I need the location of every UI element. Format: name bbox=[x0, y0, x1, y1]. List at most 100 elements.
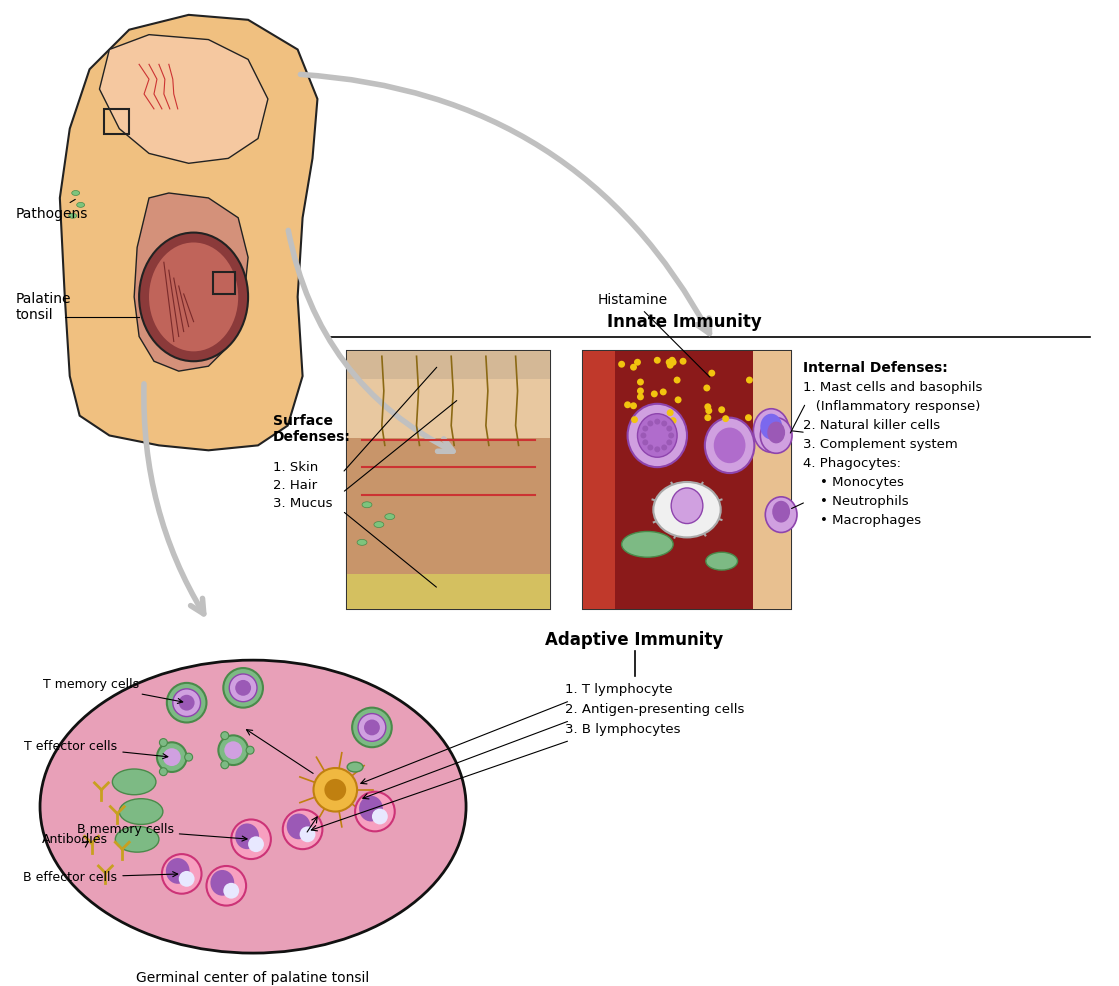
Ellipse shape bbox=[760, 418, 792, 454]
Circle shape bbox=[705, 407, 713, 414]
Circle shape bbox=[185, 753, 192, 761]
Ellipse shape bbox=[218, 736, 248, 765]
Ellipse shape bbox=[112, 769, 156, 795]
Ellipse shape bbox=[172, 689, 200, 717]
Text: Adaptive Immunity: Adaptive Immunity bbox=[545, 631, 724, 650]
Circle shape bbox=[704, 403, 712, 410]
Ellipse shape bbox=[115, 826, 159, 852]
Bar bbox=[347, 439, 551, 608]
Ellipse shape bbox=[622, 531, 674, 557]
Ellipse shape bbox=[765, 497, 797, 532]
Ellipse shape bbox=[163, 748, 180, 766]
Circle shape bbox=[630, 402, 637, 409]
Circle shape bbox=[651, 390, 658, 397]
Circle shape bbox=[708, 370, 715, 377]
Circle shape bbox=[679, 358, 687, 365]
Ellipse shape bbox=[772, 501, 790, 523]
Circle shape bbox=[630, 364, 637, 371]
Circle shape bbox=[648, 445, 653, 451]
Circle shape bbox=[634, 359, 641, 366]
Circle shape bbox=[642, 440, 648, 446]
Text: 1. Mast cells and basophils
   (Inflammatory response)
2. Natural killer cells
3: 1. Mast cells and basophils (Inflammator… bbox=[803, 381, 982, 528]
Circle shape bbox=[704, 414, 712, 421]
Ellipse shape bbox=[705, 418, 754, 473]
Circle shape bbox=[637, 393, 643, 400]
Bar bbox=[753, 351, 791, 608]
Text: 1. Skin
2. Hair
3. Mucus: 1. Skin 2. Hair 3. Mucus bbox=[273, 461, 332, 510]
Text: T memory cells: T memory cells bbox=[43, 677, 182, 703]
Ellipse shape bbox=[139, 233, 248, 361]
Ellipse shape bbox=[760, 414, 782, 440]
Circle shape bbox=[653, 357, 660, 364]
Ellipse shape bbox=[167, 683, 207, 723]
Ellipse shape bbox=[40, 661, 467, 953]
Ellipse shape bbox=[224, 741, 242, 759]
Circle shape bbox=[666, 426, 673, 432]
Bar bbox=[583, 351, 791, 608]
Ellipse shape bbox=[72, 190, 79, 195]
Circle shape bbox=[159, 739, 168, 746]
Circle shape bbox=[624, 401, 631, 408]
Circle shape bbox=[159, 768, 168, 776]
Bar bbox=[583, 351, 614, 608]
Text: Antibodies: Antibodies bbox=[43, 833, 109, 846]
Circle shape bbox=[669, 359, 677, 366]
Ellipse shape bbox=[179, 695, 195, 711]
Bar bbox=[347, 379, 551, 439]
Ellipse shape bbox=[179, 871, 195, 886]
Ellipse shape bbox=[235, 680, 251, 696]
Text: B memory cells: B memory cells bbox=[77, 823, 247, 841]
Ellipse shape bbox=[385, 514, 395, 520]
Ellipse shape bbox=[68, 213, 77, 218]
Ellipse shape bbox=[638, 414, 677, 458]
Text: Germinal center of palatine tonsil: Germinal center of palatine tonsil bbox=[137, 971, 369, 985]
Ellipse shape bbox=[120, 799, 163, 824]
Circle shape bbox=[669, 417, 677, 424]
Circle shape bbox=[666, 440, 673, 446]
Circle shape bbox=[746, 377, 753, 384]
Ellipse shape bbox=[364, 720, 379, 736]
Circle shape bbox=[722, 415, 730, 422]
Circle shape bbox=[655, 447, 660, 453]
Text: T effector cells: T effector cells bbox=[25, 740, 168, 758]
Circle shape bbox=[220, 761, 228, 769]
Circle shape bbox=[313, 768, 357, 811]
Ellipse shape bbox=[753, 409, 789, 453]
Ellipse shape bbox=[671, 488, 703, 524]
Circle shape bbox=[618, 361, 626, 368]
Circle shape bbox=[325, 779, 346, 801]
Ellipse shape bbox=[714, 428, 745, 463]
Ellipse shape bbox=[157, 742, 187, 772]
Ellipse shape bbox=[248, 836, 264, 852]
Ellipse shape bbox=[358, 714, 386, 741]
Ellipse shape bbox=[372, 809, 388, 824]
Circle shape bbox=[246, 746, 254, 754]
Circle shape bbox=[669, 357, 676, 364]
Ellipse shape bbox=[235, 823, 258, 849]
Ellipse shape bbox=[628, 404, 687, 467]
Circle shape bbox=[668, 433, 674, 439]
Text: Innate Immunity: Innate Immunity bbox=[606, 313, 761, 330]
Ellipse shape bbox=[357, 539, 367, 545]
Circle shape bbox=[660, 388, 667, 395]
Circle shape bbox=[667, 362, 674, 369]
Ellipse shape bbox=[768, 422, 786, 444]
Circle shape bbox=[674, 377, 680, 384]
Circle shape bbox=[666, 359, 673, 366]
Ellipse shape bbox=[300, 826, 316, 842]
Circle shape bbox=[661, 420, 667, 426]
Circle shape bbox=[637, 379, 643, 386]
Ellipse shape bbox=[224, 882, 239, 898]
Ellipse shape bbox=[706, 552, 737, 570]
Polygon shape bbox=[59, 15, 318, 451]
Text: Pathogens: Pathogens bbox=[16, 199, 87, 221]
Polygon shape bbox=[134, 193, 248, 371]
Text: 1. T lymphocyte
2. Antigen-presenting cells
3. B lymphocytes: 1. T lymphocyte 2. Antigen-presenting ce… bbox=[565, 683, 744, 736]
Circle shape bbox=[648, 420, 653, 426]
Ellipse shape bbox=[355, 792, 395, 831]
Circle shape bbox=[675, 396, 681, 403]
Circle shape bbox=[655, 419, 660, 425]
Text: Histamine: Histamine bbox=[598, 293, 709, 377]
Circle shape bbox=[718, 406, 725, 413]
Text: Palatine
tonsil: Palatine tonsil bbox=[16, 292, 70, 322]
